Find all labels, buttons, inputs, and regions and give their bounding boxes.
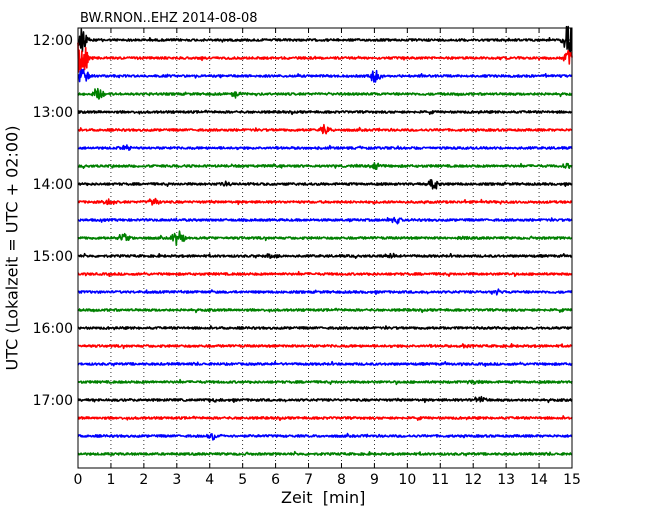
trace-1700 [77, 395, 573, 404]
trace-1500 [77, 252, 573, 260]
x-tick-label: 1 [106, 472, 115, 488]
trace-1430 [77, 216, 573, 225]
x-tick-label: 6 [271, 472, 280, 488]
x-tick-label: 10 [398, 472, 416, 488]
x-tick-label: 15 [563, 472, 581, 488]
trace-1400 [77, 179, 573, 190]
trace-1345 [77, 162, 573, 170]
trace-1300 [77, 109, 573, 116]
y-tick-label: 17:00 [33, 393, 73, 409]
trace-1545 [77, 307, 573, 314]
x-tick-label: 4 [205, 472, 214, 488]
y-tick-label: 13:00 [33, 105, 73, 121]
x-tick-label: 7 [304, 472, 313, 488]
trace-1745 [77, 450, 573, 457]
y-tick-label: 12:00 [33, 33, 73, 49]
plot-area [78, 28, 572, 468]
trace-1245 [77, 87, 573, 100]
x-tick-label: 5 [238, 472, 247, 488]
x-tick-label: 11 [431, 472, 449, 488]
trace-1415 [77, 197, 573, 206]
trace-1445 [77, 230, 573, 246]
y-tick-label: 16:00 [33, 321, 73, 337]
trace-1315 [77, 123, 573, 135]
x-tick-label: 9 [370, 472, 379, 488]
trace-1200 [77, 25, 573, 54]
trace-1615 [77, 342, 573, 350]
y-axis-label: UTC (Lokalzeit = UTC + 02:00) [2, 125, 22, 371]
x-tick-label: 2 [139, 472, 148, 488]
trace-1600 [77, 325, 573, 331]
trace-1215 [77, 42, 573, 76]
plot-frame [77, 27, 573, 469]
y-tick-label: 14:00 [33, 177, 73, 193]
x-tick-label: 3 [172, 472, 181, 488]
x-tick-label: 12 [464, 472, 482, 488]
trace-1330 [77, 144, 573, 151]
x-tick-label: 0 [74, 472, 83, 488]
x-tick-label: 13 [497, 472, 515, 488]
chart-title: BW.RNON..EHZ 2014-08-08 [80, 11, 258, 26]
trace-1230 [77, 68, 573, 83]
x-tick-label: 14 [530, 472, 548, 488]
trace-1715 [77, 415, 573, 422]
trace-1730 [77, 432, 573, 441]
x-tick-label: 8 [337, 472, 346, 488]
x-axis-label: Zeit [min] [281, 488, 366, 507]
trace-1530 [77, 288, 573, 296]
trace-1630 [77, 360, 573, 368]
y-tick-label: 15:00 [33, 249, 73, 265]
trace-1645 [77, 378, 573, 386]
trace-1515 [77, 270, 573, 278]
